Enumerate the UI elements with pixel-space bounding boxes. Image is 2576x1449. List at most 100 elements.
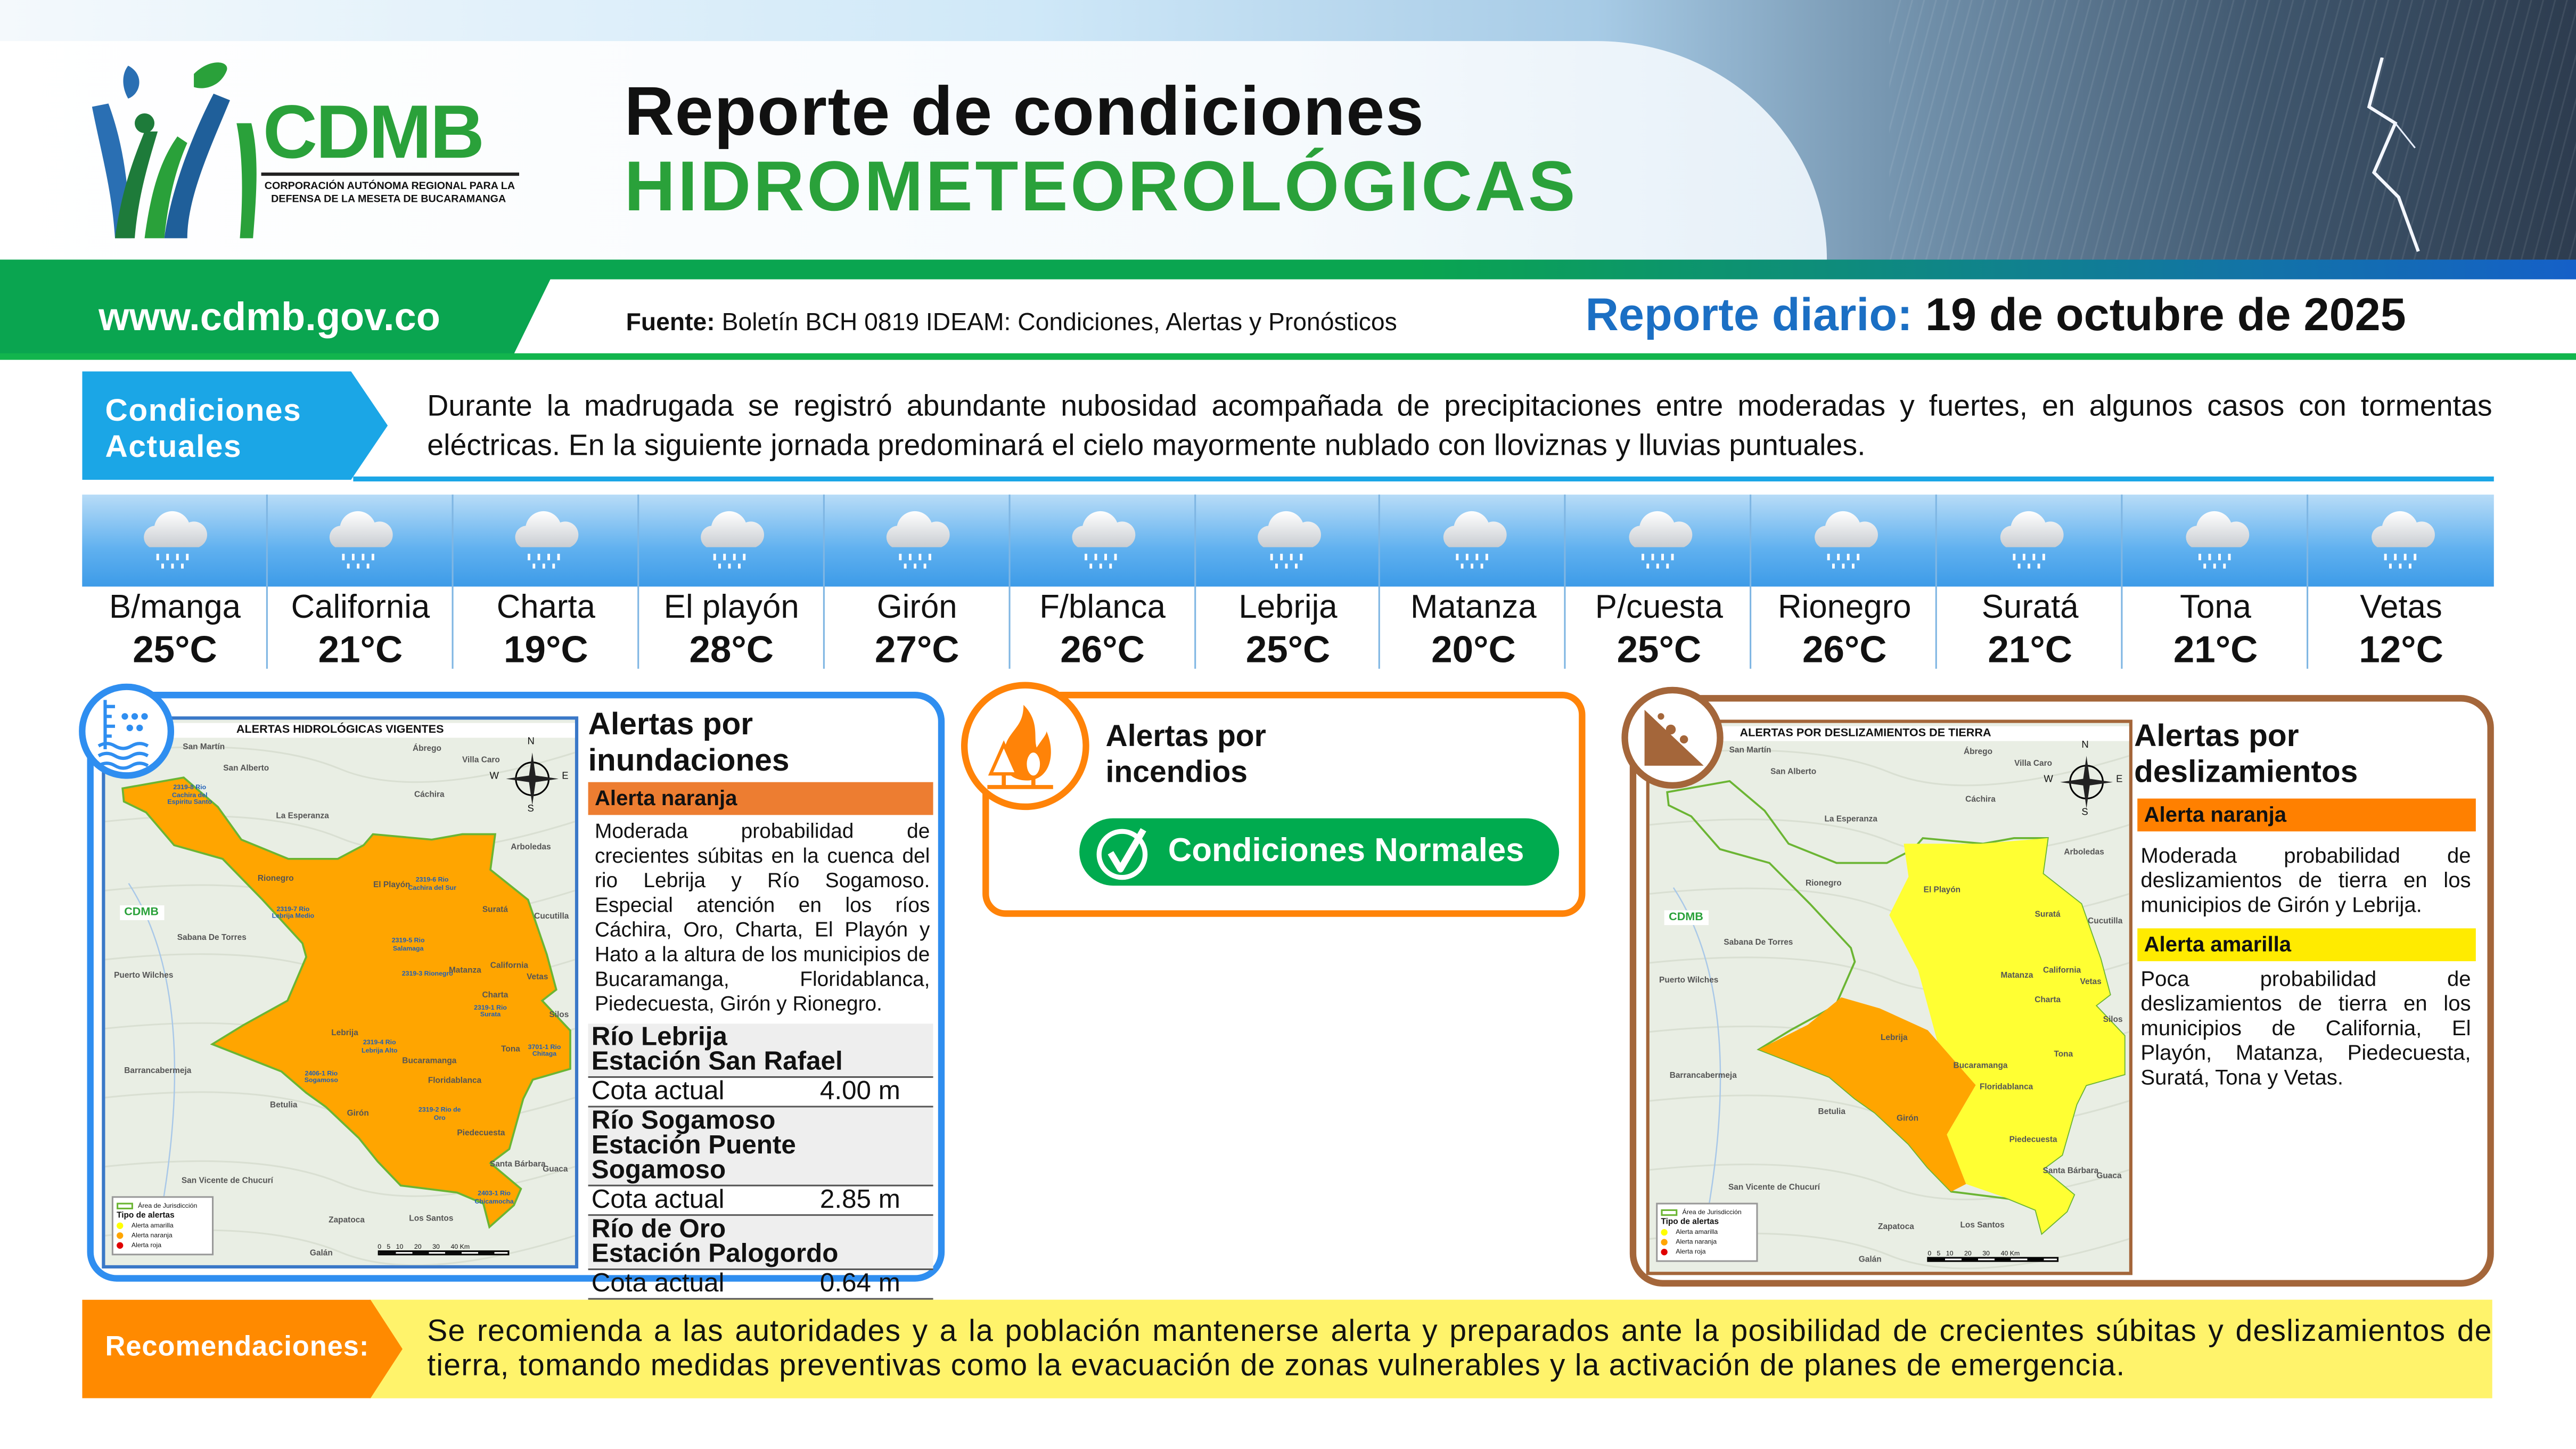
map-place-label: Silos [549, 1011, 569, 1021]
flood-title: Alertas por inundaciones [588, 708, 790, 781]
weather-city: Suratá [1981, 590, 2079, 626]
weather-city: California [291, 590, 430, 626]
landslide-alert-orange: Alerta naranja [2137, 798, 2476, 832]
map-place-label: Sabana De Torres [1724, 937, 1793, 948]
level-label: Cota actual [591, 1186, 725, 1215]
map-place-label: Zapatoca [1878, 1222, 1914, 1232]
map-place-label: Piedecuesta [2009, 1135, 2057, 1145]
map-station-label: 2406-1 Rio Sogamoso [304, 1068, 338, 1084]
check-circle-icon [1096, 828, 1148, 880]
level-value: 0.64 m [819, 1270, 900, 1298]
map-place-label: San Vicente de Chucurí [1728, 1182, 1820, 1192]
logo-divider [261, 172, 520, 176]
map-place-label: Rionegro [257, 874, 294, 884]
flood-alert-text: Moderada probabilidad de crecientes súbi… [594, 820, 930, 1016]
map-cdmb-logo: CDMB [1663, 909, 1709, 924]
map-place-label: Suratá [482, 905, 508, 916]
rain-cloud-icon [887, 511, 950, 569]
compass-e: E [2116, 775, 2123, 785]
map-place-label: Santa Bárbara [489, 1160, 546, 1170]
level-label: Cota actual [591, 1078, 725, 1106]
station-name: Estación Puente Sogamoso [591, 1132, 796, 1185]
landslide-icon-badge [1621, 686, 1724, 789]
weather-temperature: 26°C [1802, 627, 1887, 670]
map-place-label: Matanza [2000, 970, 2033, 980]
compass-n: N [2081, 741, 2089, 751]
map-place-label: Ábrego [412, 743, 441, 754]
map-scale-bar: 0 5 10 20 30 40 Km [378, 1242, 510, 1256]
map-place-label: Cáchira [1965, 795, 1996, 805]
weather-item: B/manga 25°C [82, 494, 268, 670]
map-place-label: Girón [1896, 1115, 1919, 1125]
compass-n: N [527, 738, 535, 748]
weather-item: El playón 28°C [639, 494, 824, 670]
landslide-alert-orange-text: Moderada probabilidad de deslizamientos … [2140, 842, 2471, 917]
weather-item: Suratá 21°C [1937, 494, 2123, 670]
weather-temperature: 12°C [2359, 627, 2443, 670]
weather-city: F/blanca [1039, 590, 1166, 626]
legend-item: Alerta roja [117, 1241, 209, 1251]
landslide-alert-yellow: Alerta amarilla [2137, 928, 2476, 962]
weather-temperature: 19°C [504, 627, 588, 670]
map-shapes [1649, 749, 2129, 1270]
weather-item: P/cuesta 25°C [1566, 494, 1752, 670]
current-conditions-label: Condiciones Actuales [82, 371, 388, 480]
map-place-label: Matanza [448, 965, 481, 976]
weather-item: Girón 27°C [824, 494, 1010, 670]
water-level-icon [97, 700, 149, 770]
lightning-icon [2367, 57, 2420, 252]
map-station-label: 2319-8 Rio Cachira del Espiritu Santo [167, 783, 212, 807]
logo-subtitle-1: CORPORACIÓN AUTÓNOMA REGIONAL PARA LA [264, 181, 515, 193]
map-place-label: Galán [1858, 1255, 1882, 1265]
weather-temperature: 25°C [133, 627, 217, 670]
rain-cloud-icon [144, 511, 208, 569]
map-station-label: 2319-7 Rio Lebrija Medio [272, 904, 315, 920]
weather-city: P/cuesta [1595, 590, 1723, 626]
map-place-label: Charta [2034, 995, 2061, 1005]
level-value: 4.00 m [819, 1078, 900, 1106]
map-place-label: Guaca [543, 1165, 568, 1175]
weather-temperature: 20°C [1431, 627, 1516, 670]
flood-map: ALERTAS HIDROLÓGICAS VIGENTES San Martín… [102, 716, 579, 1269]
fire-title-1: Alertas por [1105, 718, 1266, 753]
rain-cloud-icon [2185, 511, 2249, 569]
rain-cloud-icon [701, 511, 765, 569]
map-place-label: Cucutilla [2088, 916, 2123, 927]
map-place-label: Girón [347, 1109, 369, 1119]
website-link[interactable]: www.cdmb.gov.co [99, 296, 441, 340]
map-station-label: 2319-1 Rio Surata [474, 1002, 507, 1018]
river-name: Río Sogamoso [591, 1107, 776, 1136]
logo-subtitle-2: DEFENSA DE LA MESETA DE BUCARAMANGA [271, 194, 506, 206]
map-scale-bar: 0 5 10 20 30 40 Km [1927, 1249, 2060, 1262]
map-place-label: San Martín [183, 742, 225, 752]
map-place-label: Puerto Wilches [1659, 976, 1719, 986]
station-row: Río Sogamoso Estación Puente Sogamoso Cot… [588, 1107, 933, 1216]
report-date-label: Reporte diario: [1585, 289, 1913, 340]
landslide-title-1: Alertas por [2134, 719, 2299, 755]
recommendations-bar [370, 1299, 2492, 1398]
map-place-label: Arboledas [2064, 847, 2104, 858]
rain-cloud-icon [515, 511, 579, 569]
map-place-label: El Playón [1923, 885, 1961, 895]
station-level: Cota actual 0.64 m [588, 1270, 933, 1300]
compass-rose-icon: N S E W [2044, 741, 2123, 818]
compass-w: W [489, 772, 499, 782]
map-legend: Área de Jurisdicción Tipo de alertas Alert… [111, 1196, 214, 1256]
landslide-icon [1644, 709, 1704, 766]
map-place-label: Puerto Wilches [114, 971, 174, 981]
map-place-label: San Alberto [1770, 767, 1817, 777]
report-date: Reporte diario: 19 de octubre de 2025 [1586, 289, 2406, 342]
station-level: Cota actual 2.85 m [588, 1186, 933, 1216]
legend-item: Alerta amarilla [1661, 1227, 1753, 1238]
map-place-label: Cáchira [414, 791, 445, 801]
storm-image [1889, 0, 2576, 260]
map-place-label: Barrancabermeja [1669, 1072, 1737, 1082]
compass-w: W [2044, 775, 2053, 785]
legend-title: Tipo de alertas [1661, 1217, 1719, 1227]
logo-subtitle: CORPORACIÓN AUTÓNOMA REGIONAL PARA LA DE… [265, 181, 515, 207]
recommendations-label: Recomendaciones: [82, 1299, 403, 1398]
flood-alert-level: Alerta naranja [588, 782, 933, 815]
header-white-panel [0, 41, 1827, 260]
legend-item-label: Alerta naranja [131, 1231, 173, 1239]
